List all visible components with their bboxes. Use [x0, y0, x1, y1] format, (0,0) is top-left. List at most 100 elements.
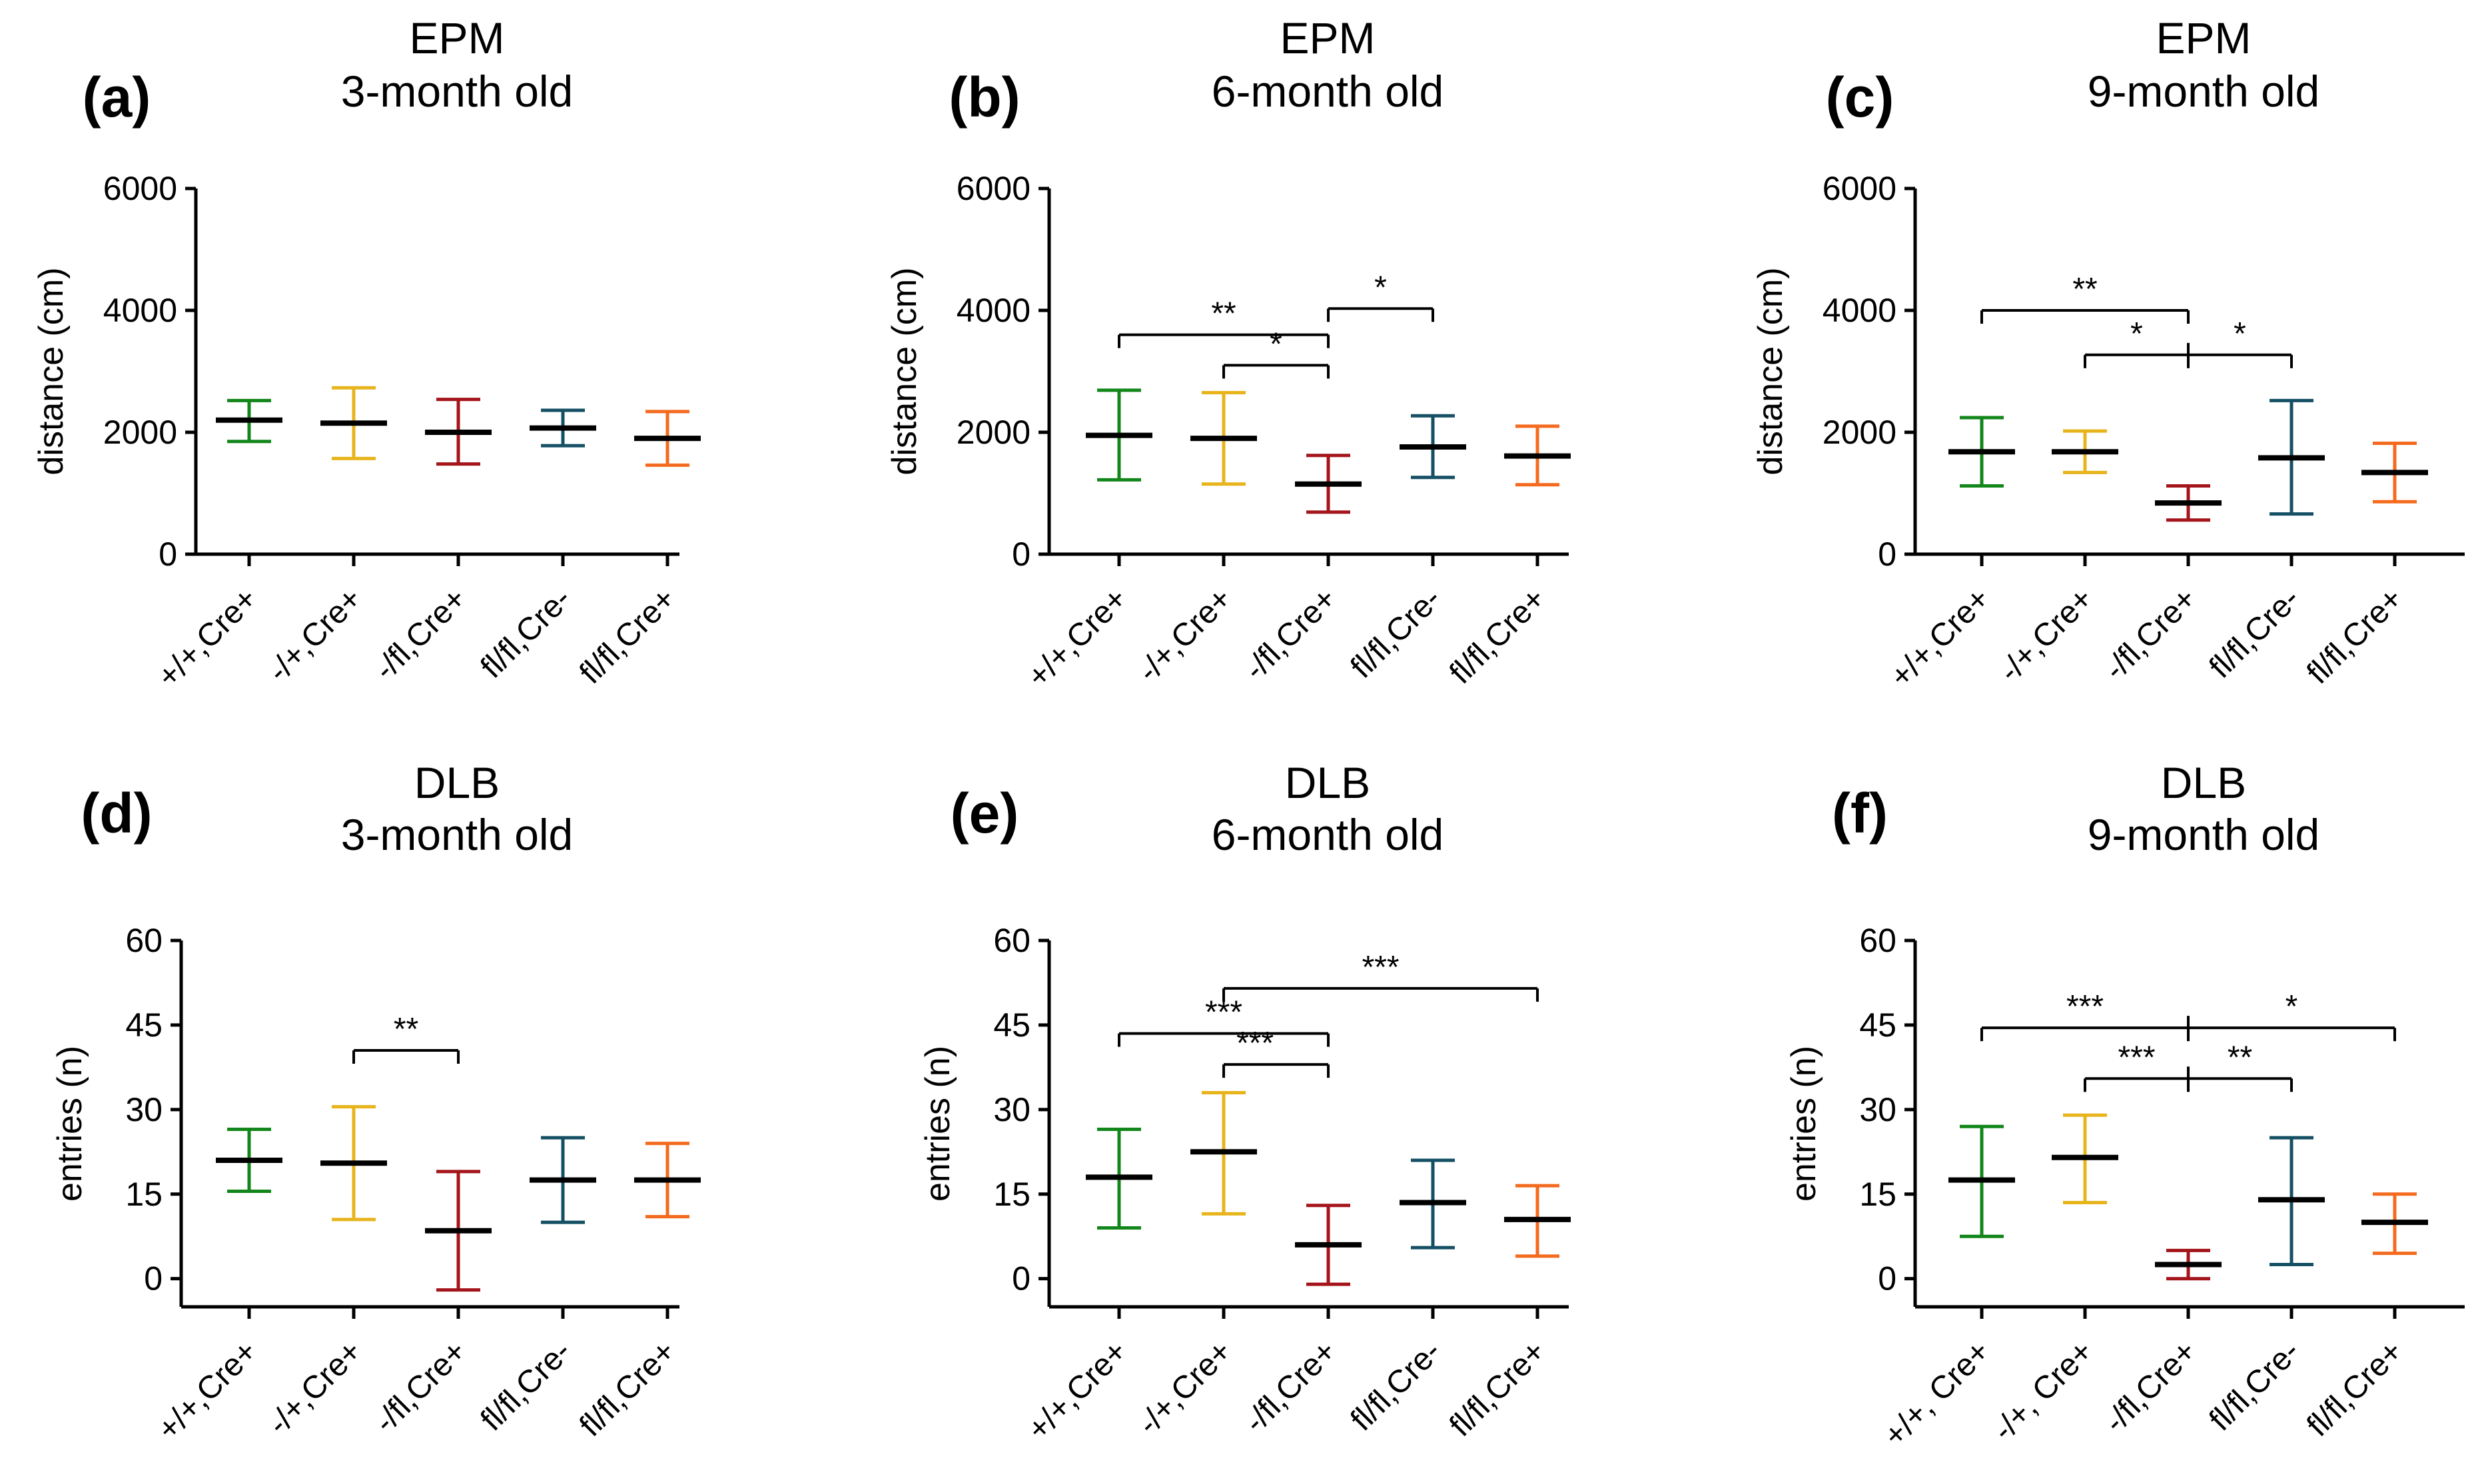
- x-tick-label: +/+,Cre+: [1021, 581, 1134, 694]
- panel-subtitle: 3-month old: [341, 67, 574, 116]
- data-point-3: [2258, 398, 2325, 516]
- panel-title: DLB: [414, 758, 500, 807]
- panel-title: DLB: [1285, 758, 1370, 807]
- x-tick-label: fl/fl,Cre+: [573, 1333, 683, 1443]
- significance-label: *: [2234, 316, 2246, 352]
- data-point-1: [2052, 1113, 2118, 1204]
- x-tick-label: +/+,Cre+: [151, 1333, 264, 1447]
- significance-label: ***: [2118, 1040, 2155, 1075]
- x-tick-label: fl/fl,Cre-: [474, 581, 578, 685]
- significance-label: ***: [2066, 989, 2104, 1024]
- y-tick-label: 30: [1859, 1091, 1896, 1128]
- panel-subtitle: 9-month old: [2088, 810, 2320, 859]
- x-tick-label: -/fl,Cre+: [1238, 1333, 1344, 1439]
- data-point-2: [2155, 1248, 2222, 1281]
- y-tick-label: 15: [993, 1176, 1031, 1213]
- panel-letter: (f): [1832, 782, 1888, 845]
- data-point-4: [634, 410, 701, 467]
- data-point-3: [2258, 1136, 2325, 1267]
- x-tick-label: -/+,Cre+: [1131, 1333, 1239, 1441]
- significance-label: ***: [1362, 950, 1399, 985]
- y-tick-label: 60: [125, 922, 163, 959]
- y-tick-label: 60: [993, 922, 1031, 959]
- significance-bracket: *: [1222, 326, 1330, 379]
- data-point-4: [1504, 424, 1571, 487]
- y-axis-label: distance (cm): [885, 267, 924, 475]
- panel-title: EPM: [409, 13, 504, 63]
- y-tick-label: 0: [159, 536, 177, 573]
- x-tick-label: -/+,Cre+: [1131, 581, 1239, 689]
- x-tick-label: -/fl,Cre+: [368, 581, 474, 687]
- significance-label: **: [2072, 272, 2097, 307]
- data-point-1: [320, 1105, 387, 1222]
- panel-subtitle: 6-month old: [1212, 67, 1444, 116]
- x-tick-label: fl/fl,Cre-: [474, 1333, 578, 1437]
- significance-label: *: [2130, 316, 2143, 352]
- significance-label: ***: [1236, 1026, 1274, 1061]
- data-point-0: [1948, 1124, 2015, 1238]
- panel-letter: (a): [83, 66, 151, 129]
- y-tick-label: 6000: [957, 170, 1031, 207]
- data-point-0: [1086, 1127, 1152, 1230]
- y-tick-label: 6000: [103, 170, 177, 207]
- y-axis-label: distance (cm): [1751, 267, 1790, 475]
- data-point-4: [634, 1142, 701, 1219]
- panel-subtitle: 9-month old: [2088, 67, 2320, 116]
- y-tick-label: 15: [125, 1176, 163, 1213]
- data-point-2: [1295, 454, 1362, 514]
- data-point-3: [530, 408, 596, 448]
- data-point-0: [1086, 388, 1152, 482]
- significance-bracket: **: [1118, 296, 1330, 348]
- data-point-2: [425, 398, 492, 466]
- data-point-2: [425, 1170, 492, 1292]
- data-point-3: [1400, 1158, 1466, 1250]
- data-point-0: [216, 398, 282, 444]
- y-tick-label: 45: [993, 1006, 1031, 1044]
- panel-letter: (e): [951, 782, 1019, 845]
- data-point-4: [2361, 1192, 2428, 1256]
- y-tick-label: 0: [144, 1260, 163, 1298]
- x-tick-label: fl/fl,Cre+: [1443, 1333, 1553, 1443]
- data-point-4: [1504, 1184, 1571, 1258]
- significance-bracket: *** *: [1980, 989, 2396, 1042]
- x-tick-label: fl/fl,Cre-: [1344, 1333, 1448, 1437]
- data-point-1: [1190, 391, 1257, 486]
- y-tick-label: 4000: [957, 292, 1031, 329]
- x-tick-label: +/+, Cre+: [1877, 1333, 1997, 1453]
- data-point-1: [1190, 1090, 1257, 1216]
- x-tick-label: fl/fl,Cre-: [2203, 581, 2307, 685]
- data-point-0: [1948, 416, 2015, 488]
- significance-bracket: **: [2084, 316, 2293, 368]
- x-tick-label: fl/fl,Cre+: [1443, 581, 1553, 691]
- y-tick-label: 0: [1878, 536, 1896, 573]
- y-tick-label: 2000: [957, 414, 1031, 451]
- x-tick-label: -/fl,Cre+: [2098, 1333, 2204, 1439]
- y-tick-label: 0: [1878, 1260, 1896, 1298]
- panel-subtitle: 6-month old: [1212, 810, 1444, 859]
- x-tick-label: -/+,Cre+: [261, 581, 369, 689]
- x-tick-label: -/fl,Cre+: [368, 1333, 474, 1439]
- y-axis-label: entries (n): [919, 1046, 957, 1202]
- x-tick-label: -/+,Cre+: [1992, 581, 2100, 689]
- x-tick-label: fl/fl,Cre+: [2300, 1333, 2410, 1443]
- y-tick-label: 4000: [103, 292, 177, 329]
- y-tick-label: 0: [1012, 1260, 1031, 1298]
- data-point-2: [1295, 1204, 1362, 1286]
- y-axis-label: entries (n): [51, 1046, 89, 1202]
- x-tick-label: +/+,Cre+: [151, 581, 264, 694]
- panel-letter: (b): [949, 66, 1020, 129]
- y-tick-label: 6000: [1823, 170, 1896, 207]
- x-tick-label: fl/fl,Cre-: [1344, 581, 1448, 685]
- panel-subtitle: 3-month old: [341, 810, 574, 859]
- y-tick-label: 15: [1859, 1176, 1896, 1213]
- x-tick-label: fl/fl,Cre+: [573, 581, 683, 691]
- y-tick-label: 45: [1859, 1006, 1896, 1044]
- data-point-0: [216, 1127, 282, 1194]
- y-tick-label: 4000: [1823, 292, 1896, 329]
- y-tick-label: 2000: [103, 414, 177, 451]
